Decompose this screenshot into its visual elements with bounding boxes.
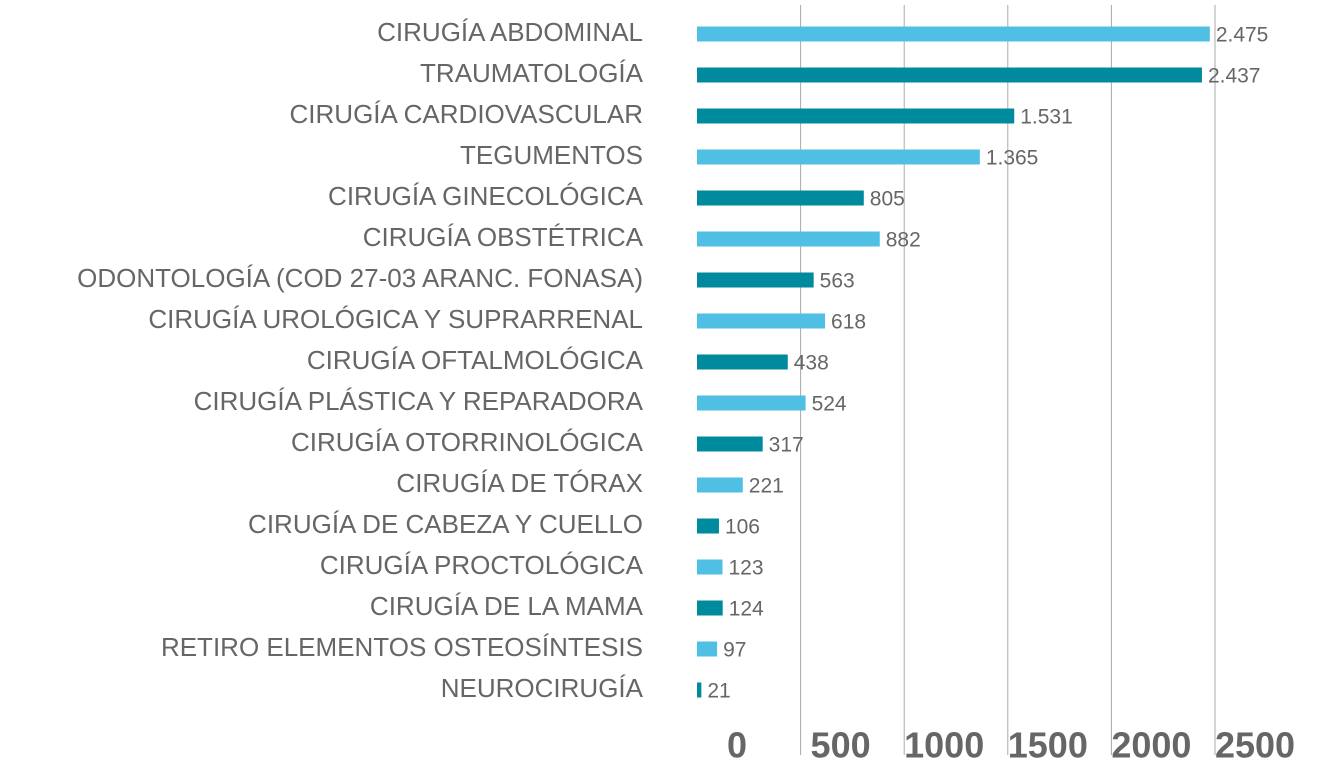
y-tick-label: RETIRO ELEMENTOS OSTEOSÍNTESIS bbox=[161, 632, 643, 662]
x-tick-label: 2500 bbox=[1215, 725, 1295, 766]
bar bbox=[697, 26, 1210, 42]
value-label: 2.475 bbox=[1216, 24, 1269, 47]
y-tick-label: CIRUGÍA OBSTÉTRICA bbox=[363, 222, 644, 252]
value-label: 221 bbox=[749, 475, 784, 498]
bar bbox=[697, 354, 788, 370]
y-tick-label: CIRUGÍA PLÁSTICA Y REPARADORA bbox=[194, 386, 644, 416]
bar bbox=[697, 108, 1015, 124]
bar bbox=[697, 559, 723, 575]
value-label: 1.531 bbox=[1020, 106, 1073, 129]
value-label: 524 bbox=[812, 393, 847, 416]
value-label: 124 bbox=[729, 598, 764, 621]
y-tick-label: CIRUGÍA ABDOMINAL bbox=[377, 17, 643, 47]
bar bbox=[697, 682, 702, 698]
value-label: 123 bbox=[728, 557, 763, 580]
value-label: 317 bbox=[769, 434, 804, 457]
y-tick-label: CIRUGÍA DE LA MAMA bbox=[370, 591, 644, 621]
y-tick-label: CIRUGÍA DE TÓRAX bbox=[396, 468, 643, 498]
value-label: 882 bbox=[886, 229, 921, 252]
value-label: 97 bbox=[723, 639, 746, 662]
bar bbox=[697, 231, 880, 247]
y-tick-label: CIRUGÍA OFTALMOLÓGICA bbox=[307, 345, 644, 375]
bar bbox=[697, 67, 1202, 83]
x-tick-label: 1500 bbox=[1008, 725, 1088, 766]
bar bbox=[697, 641, 718, 657]
y-tick-label: CIRUGÍA UROLÓGICA Y SUPRARRENAL bbox=[148, 304, 643, 334]
x-tick-label: 500 bbox=[811, 725, 871, 766]
bar bbox=[697, 436, 763, 452]
bar bbox=[697, 477, 743, 493]
y-tick-label: CIRUGÍA GINECOLÓGICA bbox=[328, 181, 644, 211]
y-tick-label: CIRUGÍA DE CABEZA Y CUELLO bbox=[248, 509, 643, 539]
y-tick-label: TEGUMENTOS bbox=[460, 140, 643, 170]
value-label: 563 bbox=[820, 270, 855, 293]
value-label: 618 bbox=[831, 311, 866, 334]
x-tick-label: 2000 bbox=[1111, 725, 1191, 766]
y-tick-label: CIRUGÍA PROCTOLÓGICA bbox=[320, 550, 644, 580]
value-label: 438 bbox=[794, 352, 829, 375]
y-tick-label: TRAUMATOLOGÍA bbox=[420, 58, 644, 88]
x-tick-label: 0 bbox=[727, 725, 747, 766]
bar bbox=[697, 190, 864, 206]
value-label: 106 bbox=[725, 516, 760, 539]
value-label: 1.365 bbox=[986, 147, 1039, 170]
bar bbox=[697, 313, 826, 329]
bar bbox=[697, 272, 814, 288]
value-label: 2.437 bbox=[1208, 65, 1261, 88]
bar bbox=[697, 395, 806, 411]
y-tick-label: CIRUGÍA OTORRINOLÓGICA bbox=[291, 427, 644, 457]
value-label: 805 bbox=[870, 188, 905, 211]
bar bbox=[697, 518, 719, 534]
value-label: 21 bbox=[707, 680, 730, 703]
bar bbox=[697, 149, 980, 165]
y-tick-label: NEUROCIRUGÍA bbox=[441, 673, 644, 703]
bar bbox=[697, 600, 723, 616]
y-tick-label: CIRUGÍA CARDIOVASCULAR bbox=[290, 99, 643, 129]
x-tick-label: 1000 bbox=[904, 725, 984, 766]
y-tick-label: ODONTOLOGÍA (COD 27-03 ARANC. FONASA) bbox=[77, 263, 643, 293]
